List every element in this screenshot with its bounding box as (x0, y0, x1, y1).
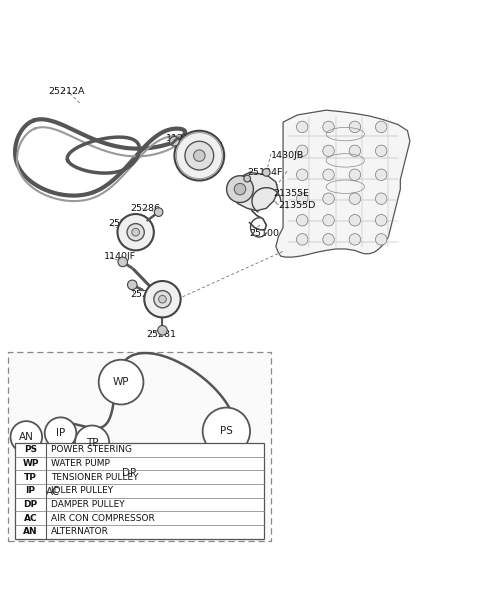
Text: 25281: 25281 (147, 330, 177, 339)
Circle shape (323, 233, 334, 245)
Circle shape (185, 141, 214, 170)
Text: AIR CON COMPRESSOR: AIR CON COMPRESSOR (51, 514, 155, 522)
Text: IP: IP (25, 486, 36, 496)
Circle shape (349, 193, 360, 204)
Circle shape (297, 193, 308, 204)
Circle shape (297, 121, 308, 133)
Text: 1140JF: 1140JF (104, 252, 136, 261)
Text: DAMPER PULLEY: DAMPER PULLEY (51, 500, 125, 509)
Circle shape (234, 184, 246, 195)
Circle shape (203, 407, 250, 455)
Circle shape (323, 215, 334, 226)
Circle shape (323, 145, 334, 157)
Circle shape (45, 417, 76, 449)
Circle shape (263, 168, 270, 176)
Text: TENSIONER PULLEY: TENSIONER PULLEY (51, 472, 138, 482)
Circle shape (155, 208, 163, 216)
Text: 25212A: 25212A (48, 86, 85, 95)
Circle shape (127, 224, 144, 241)
Circle shape (11, 421, 42, 453)
Text: 25221: 25221 (194, 142, 225, 151)
Text: IDLER PULLEY: IDLER PULLEY (51, 486, 113, 496)
Text: WATER PUMP: WATER PUMP (51, 459, 110, 468)
Circle shape (375, 169, 387, 181)
Text: 25100: 25100 (250, 229, 279, 238)
Circle shape (375, 215, 387, 226)
Circle shape (144, 281, 180, 317)
Circle shape (227, 176, 253, 202)
Text: ALTERNATOR: ALTERNATOR (51, 527, 109, 536)
Circle shape (99, 360, 144, 404)
Text: TP: TP (24, 472, 37, 482)
Circle shape (349, 121, 360, 133)
Text: PS: PS (220, 426, 233, 437)
Circle shape (169, 136, 179, 146)
FancyBboxPatch shape (15, 443, 264, 539)
Text: 25285P: 25285P (108, 219, 144, 228)
FancyBboxPatch shape (8, 352, 271, 541)
Text: WP: WP (113, 377, 129, 387)
Text: AC: AC (24, 514, 37, 522)
Circle shape (323, 169, 334, 181)
Text: 25124F: 25124F (247, 168, 283, 177)
Circle shape (375, 145, 387, 157)
Circle shape (323, 121, 334, 133)
Circle shape (297, 145, 308, 157)
Text: IP: IP (56, 428, 65, 438)
Circle shape (349, 169, 360, 181)
Text: DP: DP (122, 468, 136, 478)
Circle shape (323, 193, 334, 204)
Circle shape (132, 229, 140, 236)
Circle shape (157, 325, 167, 335)
Text: 21355D: 21355D (278, 201, 316, 210)
Circle shape (297, 233, 308, 245)
Circle shape (154, 291, 171, 308)
Circle shape (193, 150, 205, 161)
Circle shape (375, 193, 387, 204)
Circle shape (32, 471, 74, 513)
Circle shape (128, 280, 137, 289)
Circle shape (297, 169, 308, 181)
Circle shape (375, 233, 387, 245)
Circle shape (349, 145, 360, 157)
Text: PS: PS (24, 445, 37, 454)
Circle shape (118, 257, 128, 267)
Text: AC: AC (46, 487, 60, 497)
Circle shape (349, 233, 360, 245)
Circle shape (108, 452, 150, 494)
Text: TP: TP (86, 438, 98, 447)
Circle shape (297, 215, 308, 226)
Polygon shape (230, 173, 278, 210)
Polygon shape (276, 110, 410, 257)
Circle shape (174, 131, 224, 181)
Text: 25286: 25286 (130, 204, 160, 213)
Text: WP: WP (23, 459, 39, 468)
Text: AN: AN (19, 432, 34, 442)
Circle shape (375, 121, 387, 133)
Text: 1123GF: 1123GF (166, 134, 203, 143)
Circle shape (75, 426, 109, 460)
Text: 1430JB: 1430JB (271, 151, 304, 160)
Circle shape (118, 214, 154, 250)
Circle shape (158, 295, 166, 303)
Text: POWER STEERING: POWER STEERING (51, 445, 132, 454)
Text: 21355E: 21355E (274, 190, 310, 198)
Circle shape (244, 175, 251, 182)
Text: AN: AN (24, 527, 38, 536)
Text: 25283: 25283 (130, 290, 160, 299)
Text: DP: DP (24, 500, 37, 509)
Circle shape (349, 215, 360, 226)
